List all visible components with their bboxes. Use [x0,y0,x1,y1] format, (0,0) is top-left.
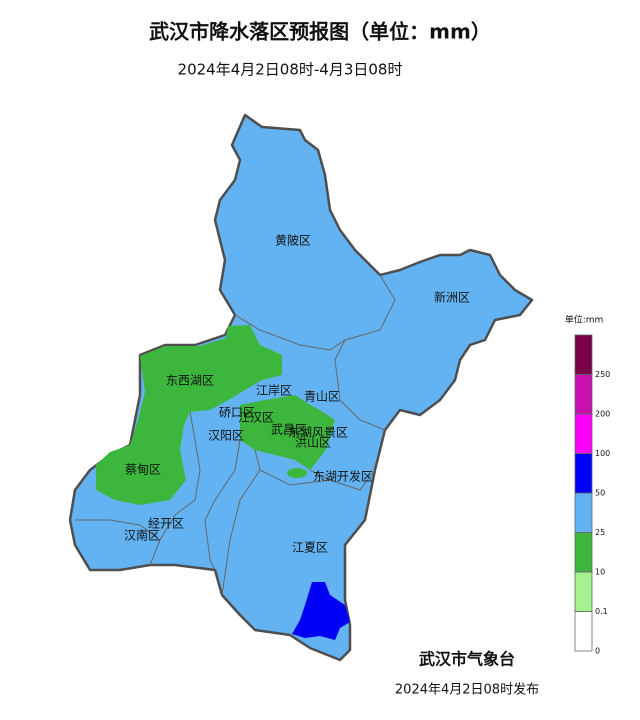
district-label: 东西湖区 [166,373,214,388]
legend-tick-label: 100 [595,449,610,458]
legend-swatch [574,334,593,375]
legend-swatch [574,453,593,494]
region-green-small [287,468,307,478]
legend-swatch [574,611,593,652]
legend-tick-label: 50 [595,489,605,498]
border [334,339,386,431]
district-label: 经开区 [148,517,184,531]
district-labels: 黄陂区 新洲区 东西湖区 江岸区 青山区 硚口区 江汉区 汉阳区 武昌区 洪山区… [124,233,470,555]
region-light-blue [68,113,534,662]
district-label: 汉南区 [124,528,160,543]
region-green-west [96,325,282,505]
district-label: 汉阳区 [208,429,244,443]
legend-tick-label: 200 [595,410,610,419]
region-blue [292,582,350,640]
map-shapes [68,113,534,662]
district-label: 青山区 [304,390,340,404]
border [234,274,396,351]
issuer: 武汉市气象台 [419,650,515,669]
district-label: 东湖风景区 [288,425,348,440]
legend-swatch [574,374,593,415]
legend-tick-label: 0.1 [595,607,608,616]
legend-tick-label: 10 [595,568,605,577]
district-label: 洪山区 [295,436,331,450]
district-label: 东湖开发区 [313,469,373,484]
border [221,469,261,596]
legend-tick-label: 25 [595,528,605,537]
district-label: 江夏区 [292,541,328,555]
district-label: 江汉区 [238,411,274,425]
district-label: 武昌区 [271,423,307,437]
legend-unit: 单位:mm [565,314,604,326]
border [75,519,161,541]
district-borders [75,274,396,596]
legend-swatch [574,571,593,612]
border [309,469,376,491]
district-label: 硚口区 [219,406,255,420]
legend-tick-label: 0 [595,647,600,656]
issue-time: 2024年4月2日08时发布 [395,682,539,698]
subtitle: 2024年4月2日08时-4月3日08时 [178,61,403,79]
region-green-central [240,395,335,470]
title: 武汉市降水落区预报图（单位：mm） [149,20,491,44]
district-label: 黄陂区 [275,233,311,248]
border [204,439,241,571]
legend: 0 0.1 10 25 50 100 200 250 [574,334,610,656]
legend-tick-label: 250 [595,370,610,379]
legend-swatch [574,413,593,454]
district-label: 江岸区 [256,384,292,398]
legend-swatch [574,492,593,533]
border [254,449,331,486]
district-label: 蔡甸区 [125,463,161,477]
district-label: 新洲区 [434,290,470,305]
legend-swatch [574,532,593,573]
